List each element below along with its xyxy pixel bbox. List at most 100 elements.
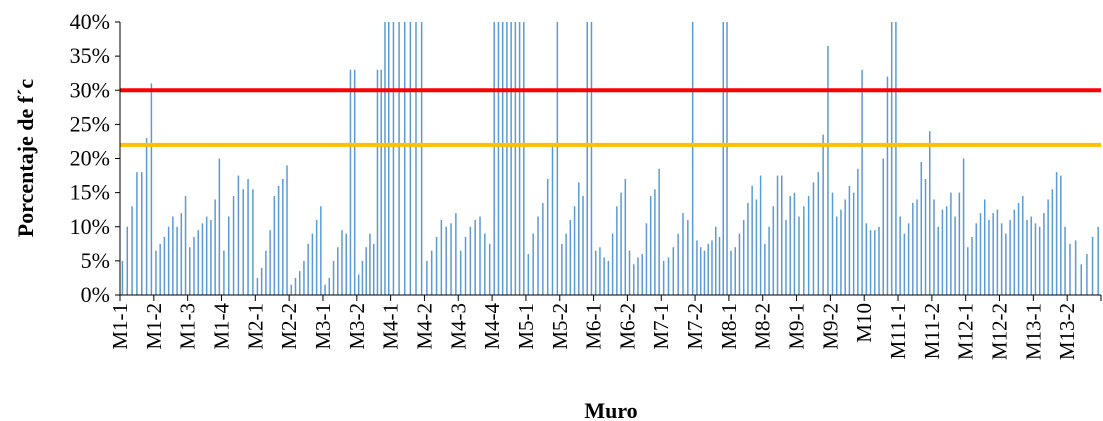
x-tick-label: M1-3: [176, 303, 200, 350]
x-tick-label: M5-1: [514, 303, 538, 350]
bar: [345, 233, 347, 295]
bar: [822, 134, 824, 295]
bar: [167, 226, 170, 295]
bar: [232, 196, 235, 295]
x-tick-label: M7-1: [649, 303, 673, 350]
bar: [1051, 189, 1054, 295]
bar: [435, 236, 438, 295]
bar: [768, 226, 770, 295]
bar: [131, 206, 133, 295]
bar: [455, 213, 457, 295]
y-tick-label: 25%: [70, 111, 110, 136]
bar: [514, 22, 517, 295]
bar: [869, 230, 872, 295]
bar: [392, 22, 395, 295]
bar: [662, 260, 665, 296]
bar: [361, 260, 364, 296]
bar: [1009, 219, 1011, 295]
bar: [320, 206, 322, 295]
bar: [677, 233, 679, 295]
bar: [218, 158, 221, 295]
x-tick-label: M3-1: [311, 303, 335, 350]
bar: [882, 158, 884, 295]
bar: [929, 131, 931, 295]
y-tick-label: 5%: [81, 248, 110, 273]
bar: [916, 199, 918, 295]
bar: [759, 175, 762, 295]
bar: [667, 257, 670, 295]
bar: [1074, 240, 1077, 295]
bar: [924, 178, 927, 295]
bar: [159, 243, 161, 295]
bar: [150, 83, 153, 295]
x-tick-label: M7-2: [683, 303, 707, 350]
bar: [988, 219, 990, 295]
bar: [967, 247, 969, 295]
bar: [785, 219, 787, 295]
x-tick-label: M5-2: [548, 303, 572, 350]
bar: [260, 267, 263, 295]
bar: [1086, 254, 1088, 295]
bar: [1000, 223, 1003, 295]
bar: [1026, 219, 1028, 295]
bar: [488, 243, 491, 295]
bar: [1030, 216, 1032, 295]
bar: [722, 22, 725, 295]
bar: [1055, 172, 1058, 295]
bar: [707, 243, 709, 295]
bar: [561, 243, 563, 295]
y-tick-label: 35%: [70, 43, 110, 68]
bar: [920, 161, 923, 295]
bar: [687, 219, 689, 295]
bar: [594, 250, 597, 295]
bar: [315, 219, 318, 295]
bar: [954, 216, 956, 295]
bar: [420, 22, 423, 295]
x-tick-label: M4-4: [480, 303, 504, 350]
bar: [907, 223, 910, 295]
bar: [282, 178, 284, 295]
bar: [459, 250, 462, 295]
bar: [376, 69, 379, 295]
bar: [1013, 209, 1016, 295]
bar: [409, 22, 412, 295]
bar: [975, 223, 978, 295]
bar: [501, 22, 504, 295]
bar: [874, 230, 876, 295]
bar: [979, 213, 982, 295]
x-axis-title: Muro: [584, 398, 637, 421]
bar: [445, 226, 447, 295]
bar: [469, 226, 472, 295]
bar: [210, 219, 212, 295]
y-tick-label: 20%: [70, 146, 110, 171]
bar: [835, 216, 838, 295]
bar: [223, 250, 225, 295]
bar: [387, 22, 390, 295]
bar: [201, 223, 204, 295]
bar: [324, 284, 326, 295]
bar: [649, 196, 652, 295]
bar: [658, 168, 660, 295]
bar: [844, 199, 846, 295]
bar: [372, 243, 375, 295]
bar: [184, 196, 187, 295]
bar: [337, 247, 339, 295]
x-tick-label: M3-2: [345, 303, 369, 350]
bar: [369, 233, 371, 295]
bar: [341, 230, 343, 295]
bar: [542, 202, 544, 295]
bar: [141, 172, 143, 295]
bar: [781, 175, 783, 295]
x-tick-label: M6-1: [582, 303, 606, 350]
bar: [172, 216, 174, 295]
bar: [996, 209, 999, 295]
bar: [214, 199, 216, 295]
bar: [912, 202, 914, 295]
bar: [569, 219, 572, 295]
bar: [734, 247, 736, 295]
bar: [852, 192, 855, 296]
bar: [937, 226, 939, 295]
bar: [624, 178, 627, 295]
x-tick-label: M1-1: [108, 303, 132, 350]
